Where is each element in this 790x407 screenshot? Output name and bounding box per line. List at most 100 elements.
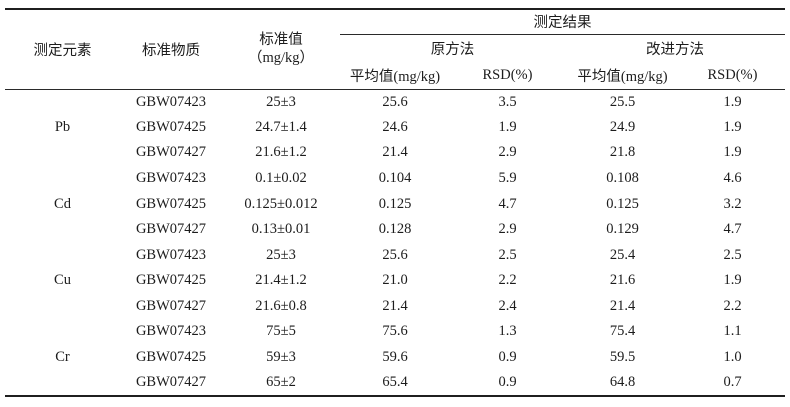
cell-orig-rsd: 2.2 — [498, 272, 517, 289]
header-standard-value: 标准值 （mg/kg） — [222, 9, 340, 90]
cell-orig-mean: 0.125 — [378, 195, 412, 212]
table-row: GBW07425 21.4±1.2 21.0 2.2 21.6 1.9 — [5, 268, 785, 294]
cell-material: GBW07423 — [135, 323, 207, 340]
header-improved-method: 改进方法 — [646, 41, 704, 58]
cell-impr-rsd: 1.9 — [723, 118, 742, 135]
header-results-group: 测定结果 — [340, 9, 785, 35]
cell-standard: 21.4±1.2 — [255, 272, 307, 289]
header-rsd-improved: RSD(%) — [680, 62, 785, 90]
cell-standard: 25±3 — [266, 246, 296, 263]
cell-orig-rsd: 2.9 — [498, 144, 517, 161]
cell-impr-mean: 21.8 — [609, 144, 636, 161]
table-row: Cu GBW07423 25±3 25.6 2.5 25.4 2.5 — [5, 242, 785, 289]
cell-standard: 21.6±0.8 — [255, 297, 307, 314]
header-row-measures: 平均值(mg/kg) RSD(%) 平均值(mg/kg) RSD(%) — [5, 62, 785, 90]
cell-orig-rsd: 2.4 — [498, 297, 517, 314]
cell-element: Cd — [54, 195, 71, 212]
header-rsd-original: RSD(%) — [450, 62, 565, 90]
cell-element: Cr — [55, 348, 70, 365]
cell-impr-rsd: 4.7 — [723, 221, 742, 238]
cell-standard: 65±2 — [266, 374, 296, 391]
cell-impr-mean: 21.4 — [609, 297, 636, 314]
cell-standard: 0.125±0.012 — [244, 195, 318, 212]
header-material: 标准物质 — [120, 9, 222, 90]
cell-orig-mean: 21.0 — [382, 272, 408, 289]
cell-orig-rsd: 5.9 — [498, 170, 517, 187]
cell-impr-mean: 0.108 — [606, 170, 639, 187]
table-row: GBW07425 24.7±1.4 24.6 1.9 24.9 1.9 — [5, 115, 785, 141]
cell-orig-mean: 25.6 — [382, 93, 408, 110]
table-header: 测定元素 标准物质 标准值 （mg/kg） 测定结果 原方法 改进方法 平均值(… — [5, 9, 785, 90]
cell-impr-rsd: 1.9 — [723, 93, 742, 110]
cell-material: GBW07425 — [135, 195, 207, 212]
cell-impr-mean: 25.5 — [609, 93, 636, 110]
cell-orig-mean: 0.128 — [378, 221, 412, 238]
cell-element: Pb — [54, 119, 71, 136]
header-row-methods: 原方法 改进方法 — [5, 34, 785, 62]
results-table: 测定元素 标准物质 标准值 （mg/kg） 测定结果 原方法 改进方法 平均值(… — [5, 8, 785, 397]
cell-material: GBW07423 — [135, 170, 207, 187]
cell-orig-rsd: 0.9 — [498, 374, 517, 391]
table-row: GBW07425 0.125±0.012 0.125 4.7 0.125 3.2 — [5, 191, 785, 217]
cell-material: GBW07425 — [135, 272, 207, 289]
cell-orig-mean: 21.4 — [382, 144, 408, 161]
cell-impr-rsd: 1.1 — [723, 323, 742, 340]
cell-impr-mean: 75.4 — [609, 323, 636, 340]
cell-impr-rsd: 3.2 — [723, 195, 742, 212]
cell-orig-mean: 21.4 — [382, 297, 408, 314]
cell-impr-rsd: 2.5 — [723, 246, 742, 263]
header-mean-original: 平均值(mg/kg) — [340, 62, 450, 90]
cell-standard: 59±3 — [266, 349, 296, 366]
cell-orig-mean: 25.6 — [382, 246, 408, 263]
cell-orig-mean: 65.4 — [382, 374, 408, 391]
cell-standard: 25±3 — [266, 93, 296, 110]
table-row: Cr GBW07423 75±5 75.6 1.3 75.4 1.1 — [5, 319, 785, 364]
cell-impr-mean: 0.125 — [606, 195, 639, 212]
cell-impr-mean: 0.129 — [606, 221, 639, 238]
cell-impr-mean: 24.9 — [609, 118, 636, 135]
cell-impr-mean: 25.4 — [609, 246, 636, 263]
cell-impr-rsd: 2.2 — [723, 297, 742, 314]
cell-material: GBW07425 — [135, 349, 207, 366]
table-row: GBW07427 21.6±0.8 21.4 2.4 21.4 2.2 — [5, 294, 785, 320]
cell-impr-rsd: 1.9 — [723, 272, 742, 289]
cell-material: GBW07427 — [135, 297, 207, 314]
cell-standard: 0.1±0.02 — [255, 170, 307, 187]
header-standard-value-label: 标准值 — [259, 32, 303, 49]
cell-impr-mean: 59.5 — [609, 349, 636, 366]
table-row: GBW07427 21.6±1.2 21.4 2.9 21.8 1.9 — [5, 140, 785, 166]
cell-orig-rsd: 1.9 — [498, 118, 517, 135]
cell-material: GBW07423 — [135, 93, 207, 110]
cell-orig-mean: 0.104 — [378, 170, 412, 187]
header-row-results-group: 测定元素 标准物质 标准值 （mg/kg） 测定结果 — [5, 9, 785, 90]
cell-material: GBW07425 — [135, 118, 207, 135]
cell-orig-rsd: 1.3 — [498, 323, 517, 340]
header-original-method: 原方法 — [430, 41, 475, 58]
cell-impr-mean: 21.6 — [609, 272, 636, 289]
cell-material: GBW07427 — [135, 221, 207, 238]
table-body: Pb GBW07423 25±3 25.6 3.5 25.5 1.9 GBW07425 24.7… — [5, 89, 785, 396]
cell-orig-mean: 24.6 — [382, 118, 408, 135]
header-mean-improved: 平均值(mg/kg) — [565, 62, 680, 90]
cell-standard: 24.7±1.4 — [255, 118, 307, 135]
cell-impr-rsd: 1.0 — [723, 349, 742, 366]
cell-standard: 21.6±1.2 — [255, 144, 307, 161]
cell-material: GBW07427 — [135, 374, 207, 391]
cell-standard: 75±5 — [266, 323, 296, 340]
table-row: Pb GBW07423 25±3 25.6 3.5 25.5 1.9 — [5, 89, 785, 136]
cell-impr-rsd: 1.9 — [723, 144, 742, 161]
cell-orig-mean: 75.6 — [382, 323, 408, 340]
table-row: GBW07425 59±3 59.6 0.9 59.5 1.0 — [5, 345, 785, 371]
table-row: GBW07427 0.13±0.01 0.128 2.9 0.129 4.7 — [5, 217, 785, 243]
header-element: 测定元素 — [5, 9, 120, 90]
table-row: Cd GBW07423 0.1±0.02 0.104 5.9 0.108 4.6 — [5, 166, 785, 212]
cell-impr-rsd: 4.6 — [723, 170, 742, 187]
cell-material: GBW07427 — [135, 144, 207, 161]
cell-orig-rsd: 4.7 — [498, 195, 517, 212]
cell-orig-rsd: 3.5 — [498, 93, 517, 110]
cell-orig-mean: 59.6 — [382, 349, 408, 366]
cell-impr-rsd: 0.7 — [723, 374, 742, 391]
table-row: GBW07427 65±2 65.4 0.9 64.8 0.7 — [5, 370, 785, 396]
cell-orig-rsd: 2.5 — [498, 246, 517, 263]
